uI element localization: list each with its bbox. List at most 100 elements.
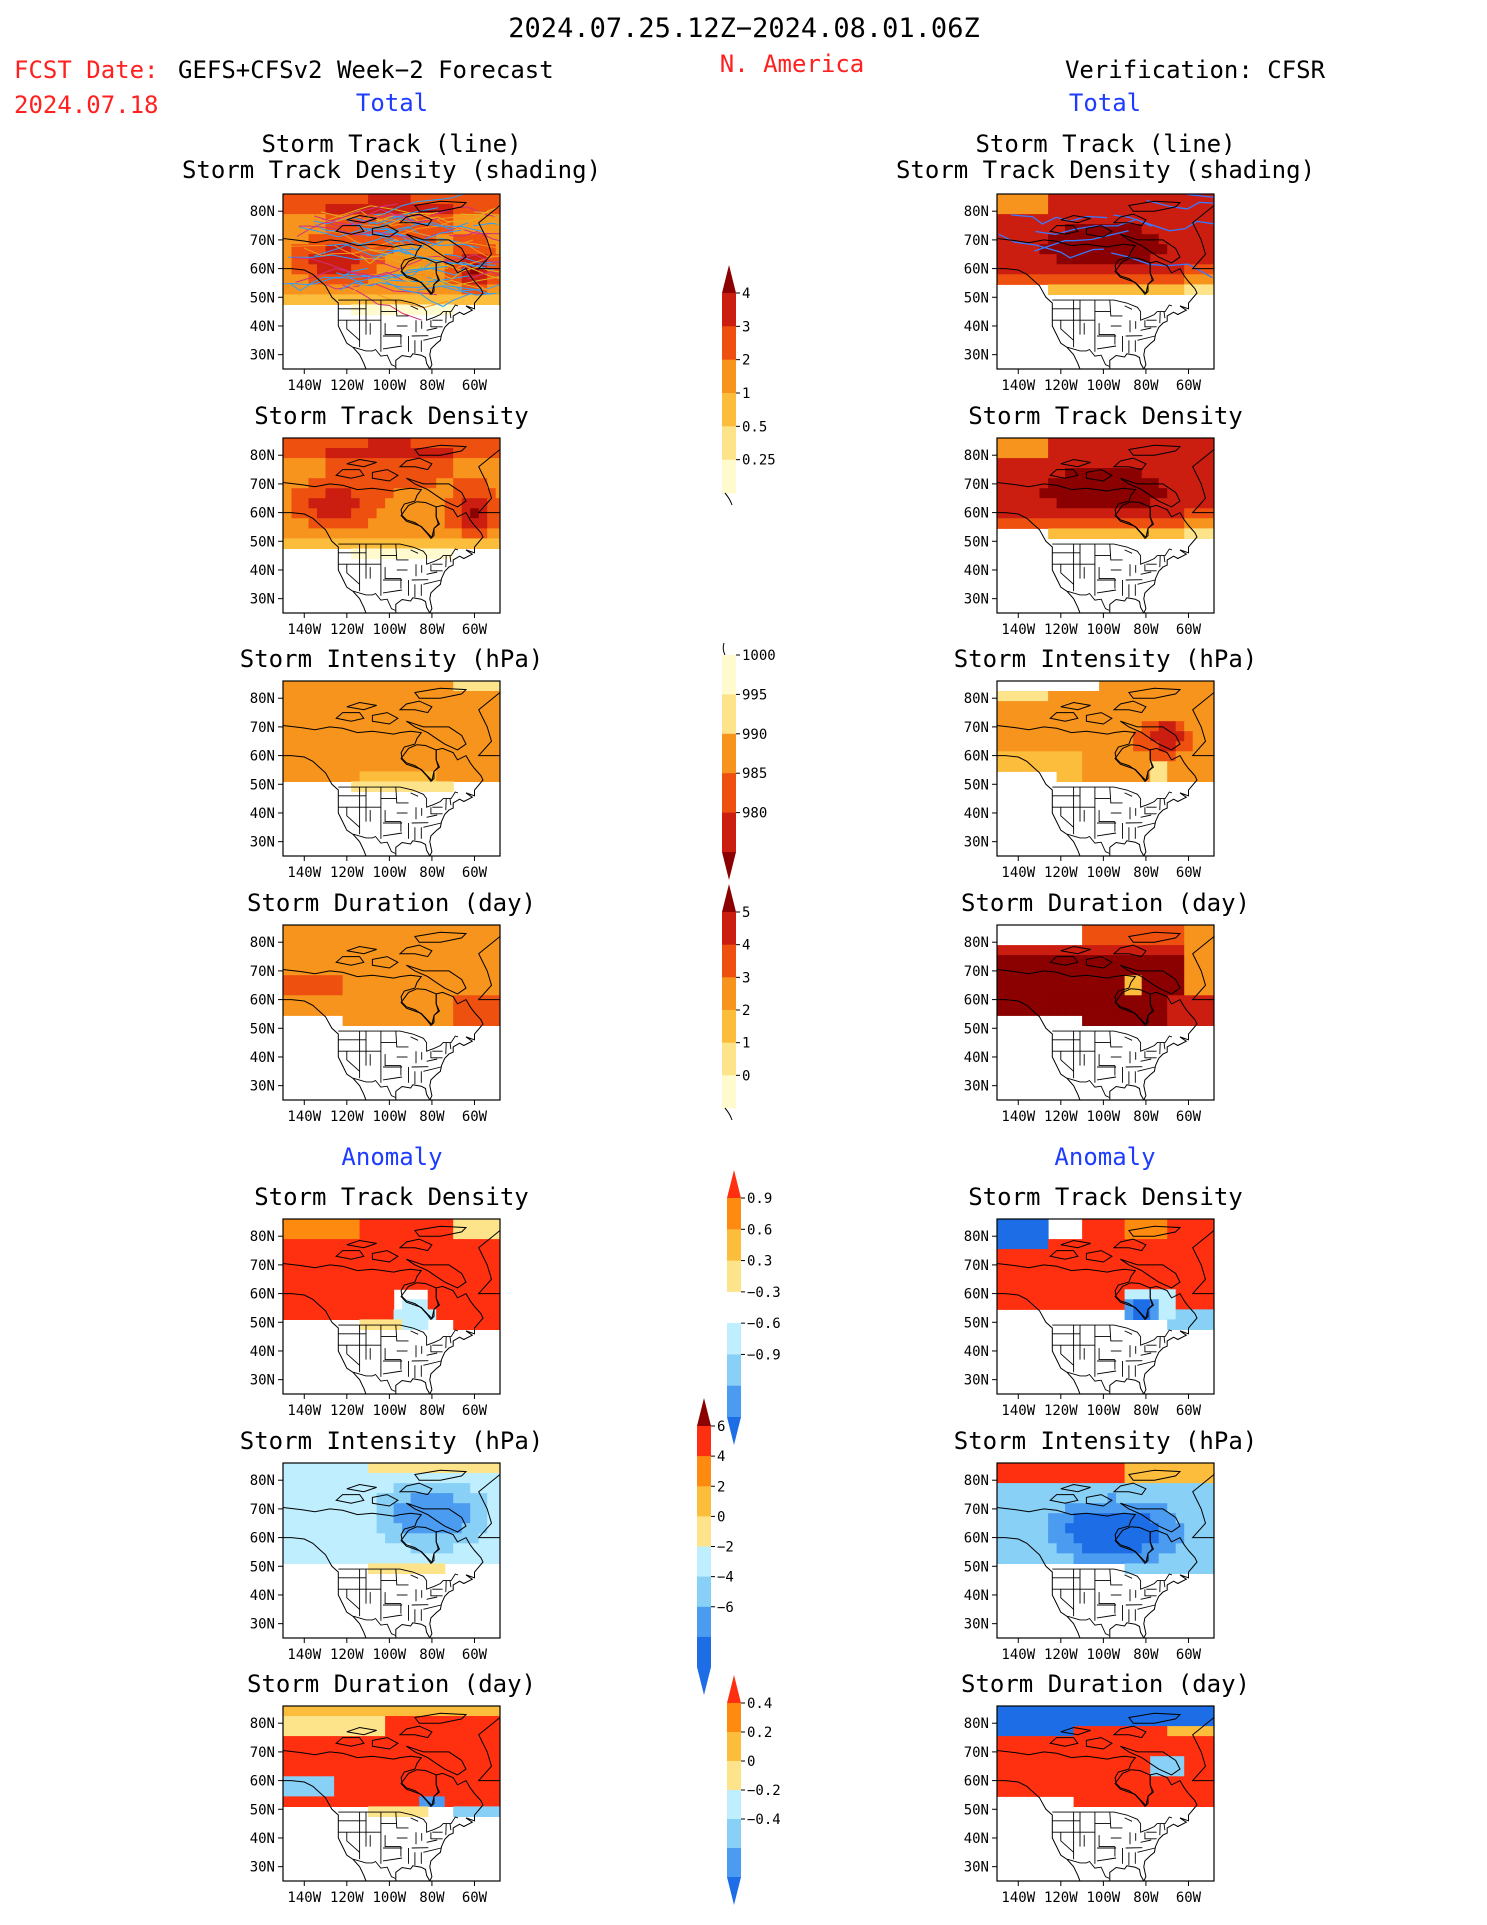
heat-cell xyxy=(402,204,412,215)
heat-cell xyxy=(1209,1523,1214,1534)
heat-cell xyxy=(1099,945,1109,956)
heat-cell xyxy=(1031,1766,1041,1777)
heat-cell xyxy=(402,1503,412,1514)
heat-cell xyxy=(359,448,369,459)
heat-cell xyxy=(342,508,352,519)
heat-cell xyxy=(470,1523,480,1534)
heat-cell xyxy=(1192,254,1202,265)
heat-cell xyxy=(385,1786,395,1797)
colorbar-segment xyxy=(727,1385,741,1418)
colorbar-label: −6 xyxy=(717,1600,734,1616)
heat-cell xyxy=(1141,1726,1151,1737)
heat-cell xyxy=(410,1005,420,1016)
heat-cell xyxy=(1099,1553,1109,1564)
heat-cell xyxy=(1184,224,1194,235)
heat-cell xyxy=(291,925,301,936)
heat-cell xyxy=(1031,438,1041,449)
heat-cell xyxy=(444,965,454,976)
heat-cell xyxy=(1107,1463,1117,1474)
heat-cell xyxy=(1090,925,1100,936)
lat-tick-label: 80N xyxy=(964,1716,989,1732)
heat-cell xyxy=(1158,1269,1168,1280)
heat-cell xyxy=(342,751,352,762)
heat-cell xyxy=(1090,284,1100,295)
heat-cell xyxy=(1039,1523,1049,1534)
heat-cell xyxy=(495,478,500,489)
heat-cell xyxy=(359,761,369,772)
heat-cell xyxy=(325,985,335,996)
lat-tick-label: 80N xyxy=(250,1473,275,1489)
heat-cell xyxy=(1192,1299,1202,1310)
heat-cell xyxy=(359,1756,369,1767)
heat-cell xyxy=(1141,1776,1151,1787)
lon-tick-label: 80W xyxy=(1133,378,1159,394)
heat-cell xyxy=(359,1229,369,1240)
lon-tick-label: 80W xyxy=(419,1403,445,1419)
heat-cell xyxy=(461,528,471,539)
heat-cell xyxy=(300,761,310,772)
heat-cell xyxy=(385,1483,395,1494)
heat-cell xyxy=(1048,721,1058,732)
heat-cell xyxy=(470,995,480,1006)
heat-cell xyxy=(478,1473,488,1484)
heat-cell xyxy=(478,1706,488,1717)
heat-cell xyxy=(419,1319,429,1330)
lat-tick-label: 30N xyxy=(964,592,989,608)
heat-cell xyxy=(1133,701,1143,712)
heat-cell xyxy=(1022,1279,1032,1290)
heat-cell xyxy=(1048,498,1058,509)
heat-cell xyxy=(487,1005,497,1016)
heat-cell xyxy=(1192,1259,1202,1270)
heat-cell xyxy=(342,1279,352,1290)
heat-cell xyxy=(376,284,386,295)
heat-cell xyxy=(1209,1259,1214,1270)
heat-cell xyxy=(1031,731,1041,742)
heat-cell xyxy=(1005,1736,1015,1747)
heat-cell xyxy=(1209,1229,1214,1240)
heat-cell xyxy=(461,1806,471,1817)
heat-cell xyxy=(1039,214,1049,225)
heat-cell xyxy=(1175,1523,1185,1534)
heat-cell xyxy=(1150,985,1160,996)
heat-cell xyxy=(1209,741,1214,752)
heat-cell xyxy=(1082,1299,1092,1310)
heat-cell xyxy=(1107,488,1117,499)
heat-cell xyxy=(283,284,293,295)
heat-cell xyxy=(453,508,463,519)
heat-cell xyxy=(444,234,454,245)
heat-cell xyxy=(342,488,352,499)
heat-cell xyxy=(470,1766,480,1777)
heat-cell xyxy=(1192,478,1202,489)
heat-cell xyxy=(308,731,318,742)
heat-cell xyxy=(1048,254,1058,265)
heat-cell xyxy=(351,1543,361,1554)
heat-cell xyxy=(402,1513,412,1524)
lat-tick-label: 50N xyxy=(250,290,275,306)
heat-cell xyxy=(1065,731,1075,742)
heat-cell xyxy=(444,975,454,986)
heat-cell xyxy=(351,1533,361,1544)
heat-cell xyxy=(436,1299,446,1310)
heat-cell xyxy=(334,985,344,996)
heat-cell xyxy=(1141,1533,1151,1544)
heat-cell xyxy=(385,945,395,956)
heat-cell xyxy=(1201,1706,1211,1717)
heat-cell xyxy=(300,1299,310,1310)
heat-cell xyxy=(1133,508,1143,519)
heat-cell xyxy=(368,1219,378,1230)
heat-cell xyxy=(453,731,463,742)
heat-cell xyxy=(1056,1523,1066,1534)
heat-cell xyxy=(1065,1289,1075,1300)
heat-cell xyxy=(444,1309,454,1320)
heat-cell xyxy=(419,1726,429,1737)
heat-cell xyxy=(1090,1493,1100,1504)
heat-cell xyxy=(997,1543,1007,1554)
heat-cell xyxy=(308,1269,318,1280)
heat-cell xyxy=(1090,1726,1100,1737)
heat-cell xyxy=(487,935,497,946)
heat-cell xyxy=(1031,1726,1041,1737)
heat-cell xyxy=(1192,1269,1202,1280)
heat-cell xyxy=(1039,945,1049,956)
heat-cell xyxy=(436,771,446,782)
heat-cell xyxy=(1082,478,1092,489)
